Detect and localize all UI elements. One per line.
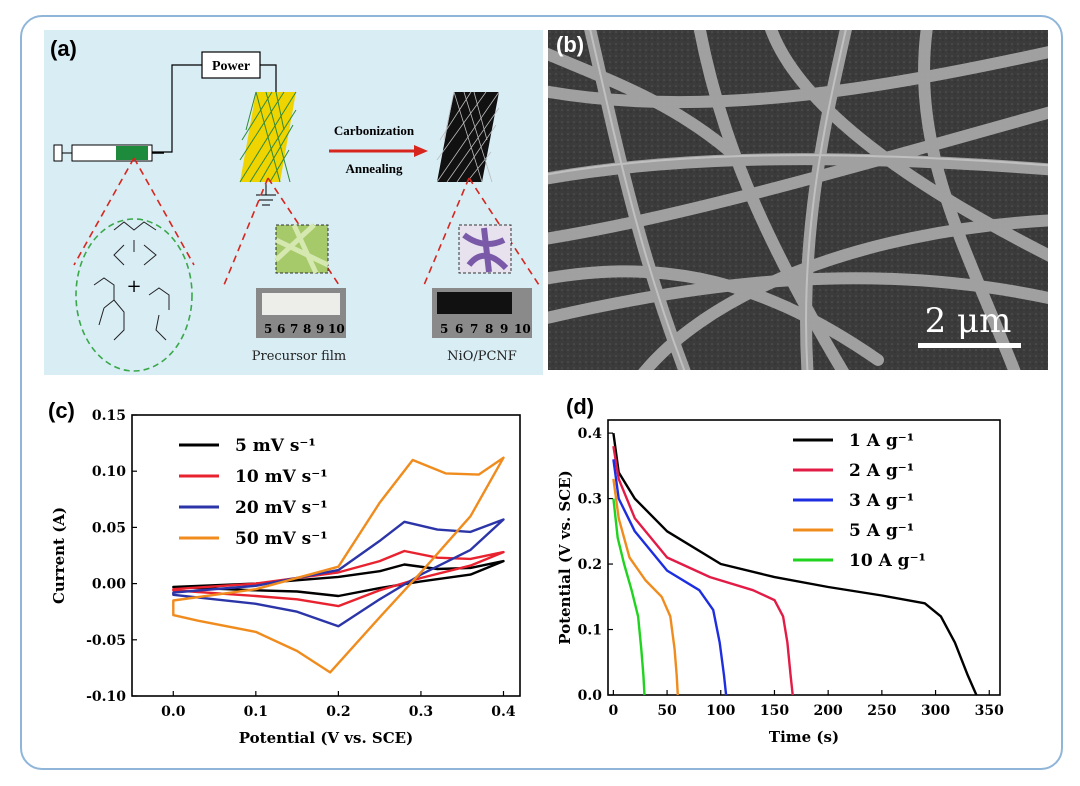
legend-label: 10 A g⁻¹: [849, 551, 926, 571]
ruler-left: 5 6 7 8 9 10: [264, 322, 345, 336]
panel-b: 2 μm (b): [532, 14, 1064, 386]
panel-d-tag: (d): [566, 394, 595, 419]
power-label: Power: [212, 59, 250, 74]
series-line: [172, 518, 505, 628]
molecule-ellipse: [75, 218, 193, 372]
x-tick-label: 0.1: [244, 704, 268, 720]
x-tick-label: 150: [760, 703, 789, 719]
legend-label: 5 A g⁻¹: [849, 521, 914, 541]
x-tick-label: 0.0: [161, 704, 186, 720]
panel-b-tag: (b): [556, 32, 585, 57]
y-tick-label: 0.05: [92, 520, 126, 536]
panel-d: 0 50 100 150 200 250 300 350 0.0 0.1 0.2 0.3 0.4 Time…: [548, 388, 1048, 763]
x-axis-label: Potential (V vs. SCE): [239, 729, 413, 747]
series-line: [172, 559, 505, 598]
plot-area: [607, 419, 1001, 696]
svg-text:5: 5: [440, 322, 448, 336]
y-tick-label: 0.3: [578, 492, 602, 508]
series-line: [172, 456, 505, 674]
panel-a: Power Carbonization Annealing: [44, 30, 543, 375]
legend-label: 5 mV s⁻¹: [235, 436, 316, 456]
plus-symbol: +: [126, 276, 141, 297]
scale-bar-label: 2 μm: [925, 301, 1012, 341]
x-tick-label: 0: [608, 703, 618, 719]
panel-c: 0.0 0.1 0.2 0.3 0.4 -0.10 -0.05 0.00 0.05 0.10 0.1…: [44, 388, 544, 763]
cv-chart: 0.0 0.1 0.2 0.3 0.4 -0.10 -0.05 0.00 0.05 0.10 0.1…: [50, 408, 521, 747]
svg-text:9: 9: [500, 322, 508, 336]
legend-label: 10 mV s⁻¹: [235, 467, 328, 487]
arrow-head-icon: [414, 145, 428, 157]
precursor-film-label: Precursor film: [252, 349, 347, 364]
series-line: [612, 459, 728, 696]
svg-text:7: 7: [470, 322, 478, 336]
y-tick-label: 0.0: [578, 688, 603, 704]
nio-mesh: [436, 91, 500, 183]
series-line: [172, 549, 505, 608]
plot-area: [131, 414, 521, 697]
svg-text:9: 9: [316, 322, 324, 336]
svg-text:8: 8: [485, 322, 493, 336]
svg-text:6: 6: [455, 322, 463, 336]
svg-text:7: 7: [290, 322, 298, 336]
x-tick-label: 0.3: [409, 704, 433, 720]
annealing-label: Annealing: [345, 161, 403, 176]
y-tick-label: 0.15: [92, 408, 126, 424]
y-tick-label: 0.00: [92, 577, 126, 593]
x-tick-label: 350: [975, 703, 1004, 719]
x-tick-label: 0.2: [326, 704, 350, 720]
series-line: [612, 478, 679, 696]
sem-image: 2 μm: [532, 14, 1064, 386]
molecule-structure: [93, 221, 170, 341]
legend-label: 3 A g⁻¹: [849, 491, 914, 511]
wire-right: [260, 64, 277, 92]
series-line: [612, 498, 646, 696]
svg-text:8: 8: [303, 322, 311, 336]
figure-frame: [20, 15, 1063, 770]
series-line: [612, 446, 794, 696]
power-box: [201, 51, 261, 79]
panel-c-tag: (c): [48, 398, 75, 423]
y-tick-label: 0.4: [578, 426, 603, 442]
precursor-mesh: [239, 91, 297, 183]
gcd-chart: 0 50 100 150 200 250 300 350 0.0 0.1 0.2 0.3 0.4 Time…: [556, 419, 1004, 746]
precursor-inset: [275, 224, 329, 274]
y-axis-label: Current (A): [50, 507, 68, 604]
x-tick-label: 50: [657, 703, 677, 719]
x-tick-label: 100: [706, 703, 735, 719]
y-tick-label: 0.10: [92, 464, 126, 480]
svg-text:5: 5: [264, 322, 272, 336]
panel-a-tag: (a): [50, 36, 77, 61]
y-tick-label: 0.2: [578, 557, 602, 573]
legend-label: 2 A g⁻¹: [849, 461, 914, 481]
svg-text:10: 10: [328, 322, 345, 336]
y-axis-label: Potential (V vs. SCE): [556, 470, 574, 644]
ruler-right: 5 6 7 8 9 10: [440, 322, 531, 336]
legend-label: 50 mV s⁻¹: [235, 529, 328, 549]
y-tick-label: -0.05: [86, 633, 126, 649]
y-tick-label: 0.1: [578, 623, 602, 639]
x-tick-label: 250: [867, 703, 896, 719]
svg-text:10: 10: [514, 322, 531, 336]
legend-label: 20 mV s⁻¹: [235, 498, 328, 518]
y-tick-label: -0.10: [86, 689, 126, 705]
syringe-icon: [53, 144, 164, 162]
legend-label: 1 A g⁻¹: [849, 431, 914, 451]
x-tick-label: 0.4: [491, 704, 516, 720]
schematic: Power Carbonization Annealing: [44, 30, 543, 375]
wire-left: [149, 64, 202, 153]
scale-bar: [918, 343, 1021, 348]
x-tick-label: 200: [814, 703, 843, 719]
x-tick-label: 300: [921, 703, 950, 719]
carbonization-label: Carbonization: [334, 123, 415, 138]
nio-pcnf-label: NiO/PCNF: [447, 349, 517, 364]
svg-text:6: 6: [277, 322, 285, 336]
series-line: [612, 432, 978, 696]
x-axis-label: Time (s): [769, 728, 839, 746]
ground-icon: [256, 182, 276, 206]
